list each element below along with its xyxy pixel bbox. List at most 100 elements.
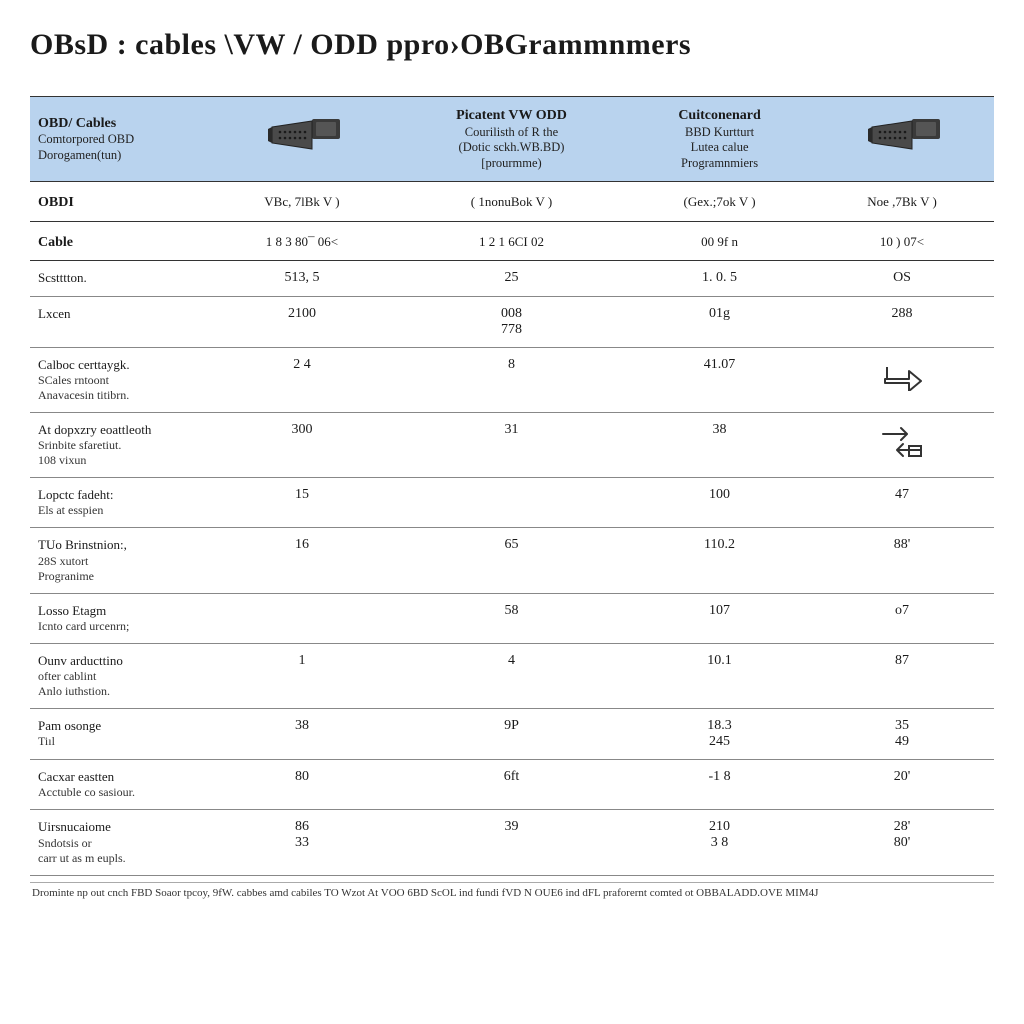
page: OBsD : cables \VW / ODD ppro›OBGrammnmer… — [0, 0, 1024, 913]
subheader-cell: ( 1nonuBok V ) — [394, 182, 629, 222]
row-label: Losso EtagmIcnto card urcenrn; — [30, 593, 210, 643]
header-col-2: Picatent VW ODD Courilisth of R the (Dot… — [394, 97, 629, 182]
row-sublabel: ofter cablint — [38, 669, 202, 684]
row-label: TUo Brinstnion:,28S xutortProgranime — [30, 528, 210, 593]
cell-line: 35 — [818, 718, 986, 734]
row-sublabel: 28S xutort — [38, 554, 202, 569]
cell-value: 80 — [210, 760, 394, 810]
cell-line: 80' — [818, 835, 986, 851]
table-row: Lxcen 2100 008778 01g288 — [30, 296, 994, 347]
cell-value: 513, 5 — [210, 261, 394, 296]
title-part-a: OBsD — [30, 28, 109, 61]
cell-value: 38 — [210, 709, 394, 760]
cell-value: 3549 — [810, 709, 994, 760]
row-label: UirsnucaiomeSndotsis orcarr ut as m eupl… — [30, 810, 210, 875]
row-label: Lxcen — [30, 296, 210, 347]
cell-value: 1 8 3 80¯ 06< — [210, 221, 394, 261]
cell-value — [394, 478, 629, 528]
row-label: Scstttton. — [30, 261, 210, 296]
header-col-3: Cuitconenard BBD Kurtturt Lutea calue Pr… — [629, 97, 810, 182]
table-row: Cable1 8 3 80¯ 06<1 2 1 6CI 0200 9f n10 … — [30, 221, 994, 261]
cell-value: 100 — [629, 478, 810, 528]
row-label-text: At dopxzry eoattleoth — [38, 422, 151, 437]
cell-value: 31 — [394, 412, 629, 477]
footnote: Drominte np out cnch FBD Soaor tpcoy, 9f… — [30, 882, 994, 903]
cell-value: 2 4 — [210, 347, 394, 412]
cell-line: 245 — [637, 734, 802, 750]
header-label: (Dotic sckh.WB.BD) — [400, 140, 623, 156]
header-label: Courilisth of R the — [400, 125, 623, 141]
cell-value: 1 — [210, 643, 394, 708]
cell-value: 288 — [810, 296, 994, 347]
cell-value: o7 — [810, 593, 994, 643]
row-sublabel: carr ut as m eupls. — [38, 851, 202, 866]
row-label: At dopxzry eoattleothSrinbite sfaretiut.… — [30, 412, 210, 477]
cell-value: 25 — [394, 261, 629, 296]
row-label-text: Lopctc fadeht: — [38, 487, 113, 502]
cell-value: 28'80' — [810, 810, 994, 875]
header-label: BBD Kurtturt — [635, 125, 804, 141]
row-sublabel: SCales rntoont — [38, 373, 202, 388]
row-label-text: Cacxar eastten — [38, 769, 114, 784]
cell-value: 00 9f n — [629, 221, 810, 261]
header-label: Lutea calue — [635, 140, 804, 156]
table-body: OBDI VBc, 7lBk V ) ( 1nonuBok V ) (Gex.;… — [30, 182, 994, 875]
header-col-4 — [810, 97, 994, 182]
subheader-cell: OBDI — [30, 182, 210, 222]
row-label-text: Cable — [38, 235, 73, 250]
cell-value: 4 — [394, 643, 629, 708]
cell-line: 49 — [818, 734, 986, 750]
row-label: Calboc certtaygk.SCales rntoontAnavacesi… — [30, 347, 210, 412]
header-label: Picatent VW ODD — [400, 107, 623, 125]
cell-value: 65 — [394, 528, 629, 593]
cell-line: 778 — [402, 322, 621, 338]
cell-value: -1 8 — [629, 760, 810, 810]
cell-value: 16 — [210, 528, 394, 593]
table-row: Scstttton.513, 5251. 0. 5OS — [30, 261, 994, 296]
page-title: OBsD : cables \VW / ODD ppro›OBGrammnmer… — [30, 28, 994, 62]
header-label: Comtorpored OBD — [38, 132, 204, 148]
cell-line: 008 — [402, 306, 621, 322]
table-header-row: OBD/ Cables Comtorpored OBD Dorogamen(tu… — [30, 97, 994, 182]
cell-value: 2100 — [210, 296, 394, 347]
cell-value: 38 — [629, 412, 810, 477]
header-col-1 — [210, 97, 394, 182]
row-label-text: Lxcen — [38, 306, 70, 321]
cell-value: 10 ) 07< — [810, 221, 994, 261]
row-label-text: Pam osonge — [38, 718, 101, 733]
row-label: Lopctc fadeht:Els at esspien — [30, 478, 210, 528]
table-row: TUo Brinstnion:,28S xutortProgranime1665… — [30, 528, 994, 593]
table-row: UirsnucaiomeSndotsis orcarr ut as m eupl… — [30, 810, 994, 875]
cell-value: 20' — [810, 760, 994, 810]
cell-value: 88' — [810, 528, 994, 593]
row-label-text: Losso Etagm — [38, 603, 106, 618]
row-sublabel: Progranime — [38, 569, 202, 584]
comparison-table: OBD/ Cables Comtorpored OBD Dorogamen(tu… — [30, 96, 994, 876]
cell-value: 300 — [210, 412, 394, 477]
cell-line: 28' — [818, 819, 986, 835]
cell-value: 39 — [394, 810, 629, 875]
subheader-cell: VBc, 7lBk V ) — [210, 182, 394, 222]
cell-value: 1. 0. 5 — [629, 261, 810, 296]
row-label-text: Uirsnucaiome — [38, 819, 111, 834]
cell-value — [210, 593, 394, 643]
cell-value: 47 — [810, 478, 994, 528]
title-part-c: \VW / ODD ppro›OBGrammnmers — [225, 28, 692, 61]
row-sublabel: Anavacesin titibrn. — [38, 388, 202, 403]
subheader-cell: Noe ,7Bk V ) — [810, 182, 994, 222]
row-label: Ounv arducttinoofter cablintAnlo iuthsti… — [30, 643, 210, 708]
header-label: OBD/ Cables — [38, 115, 204, 133]
cell-value: 107 — [629, 593, 810, 643]
row-sublabel: Els at esspien — [38, 503, 202, 518]
row-sublabel: Icnto card urcenrn; — [38, 619, 202, 634]
obd-connector-icon — [266, 113, 344, 165]
cell-value: 2103 8 — [629, 810, 810, 875]
cell-value: 6ft — [394, 760, 629, 810]
cell-value: 01g — [629, 296, 810, 347]
header-label: Dorogamen(tun) — [38, 148, 204, 164]
table-row: Cacxar easttenAcctuble co sasiour.806ft-… — [30, 760, 994, 810]
row-label: Cable — [30, 221, 210, 261]
cell-value: 9P — [394, 709, 629, 760]
cell-value: 87 — [810, 643, 994, 708]
header-label: [prourmme) — [400, 156, 623, 172]
